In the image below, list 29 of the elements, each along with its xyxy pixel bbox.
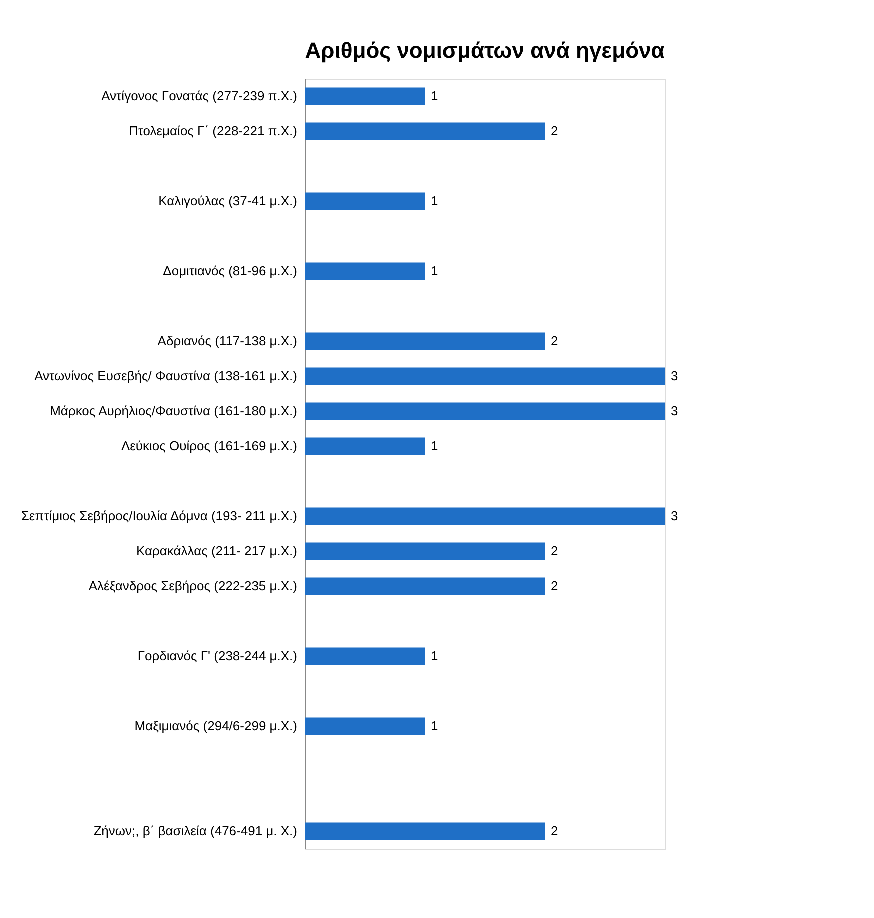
data-label: 2 (551, 124, 558, 138)
y-tick-label: Δομιτιανός (81-96 μ.Χ.) (163, 264, 298, 278)
data-label: 1 (431, 718, 438, 734)
data-label: 2 (551, 578, 558, 594)
y-tick-label: Αντωνίνος Ευσεβής/ Φαυστίνα (138-161 μ.Χ.) (34, 368, 298, 384)
y-tick-label: Γορδιανός Γ' (238-244 μ.Χ.) (138, 648, 298, 664)
y-tick-label: Αδριανός (117-138 μ.Χ.) (158, 334, 298, 348)
y-tick-label: Ζήνων;, β΄ βασιλεία (476-491 μ. Χ.) (94, 824, 298, 838)
y-tick-label: Μαξιμιανός (294/6-299 μ.Χ.) (134, 718, 298, 734)
y-tick-label: Λεύκιος Ουίρος (161-169 μ.Χ.) (121, 438, 298, 454)
data-label: 1 (431, 194, 438, 208)
data-label: 2 (551, 824, 558, 838)
data-label: 3 (671, 368, 678, 384)
data-label: 3 (671, 508, 678, 524)
data-label: 1 (431, 648, 438, 664)
y-tick-label: Αλέξανδρος Σεβήρος (222-235 μ.Χ.) (88, 578, 298, 594)
y-tick-label: Πτολεμαίος Γ΄ (228-221 π.Χ.) (128, 124, 298, 138)
y-tick-label: Αντίγονος Γονατάς (277-239 π.Χ.) (102, 88, 298, 104)
y-tick-label: Μάρκος Αυρήλιος/Φαυστίνα (161-180 μ.Χ.) (50, 404, 298, 418)
data-label: 2 (551, 334, 558, 348)
y-tick-label: Καρακάλλας (211- 217 μ.Χ.) (136, 544, 298, 558)
y-tick-label: Σεπτίμιος Σεβήρος/Ιουλία Δόμνα (193- 211 μ.Χ.) (21, 508, 298, 524)
data-label: 1 (431, 264, 438, 278)
data-label: 1 (431, 88, 438, 104)
data-label: 1 (431, 438, 438, 454)
data-label: 2 (551, 544, 558, 558)
chart-title: Αριθμός νομισμάτων ανά ηγεμόνα (305, 38, 666, 63)
data-label: 3 (671, 404, 678, 418)
y-tick-label: Καλιγούλας (37-41 μ.Χ.) (158, 194, 298, 208)
